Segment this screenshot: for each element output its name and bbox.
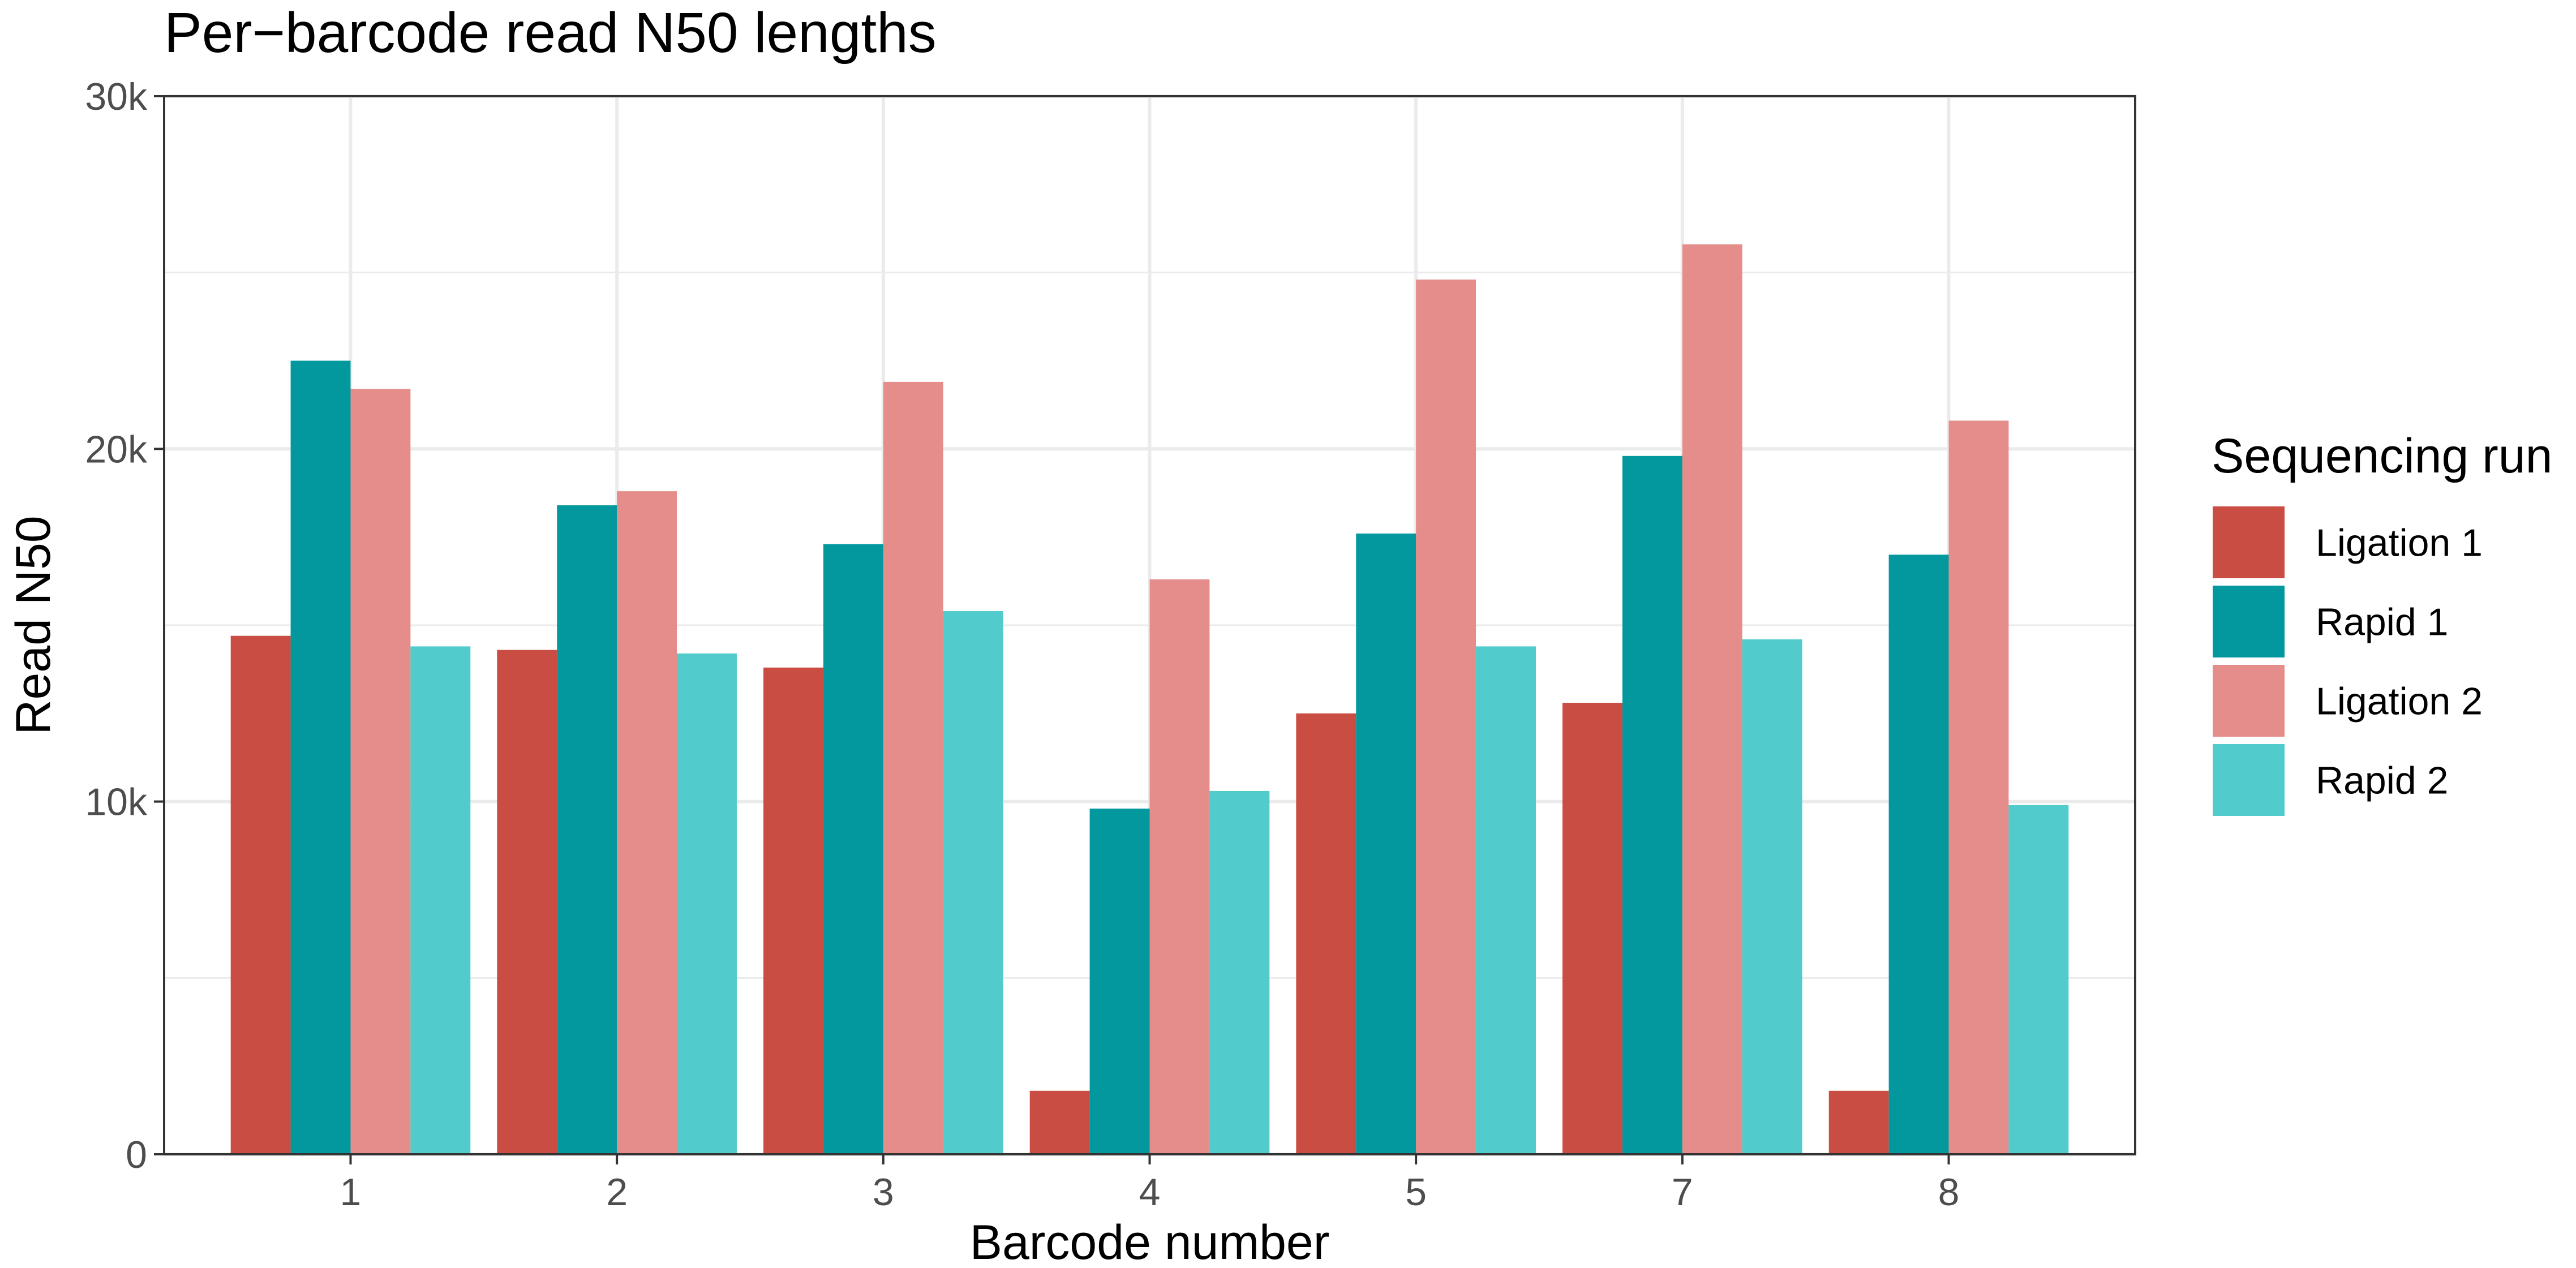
bar-rapid-1-barcode-2 <box>557 505 617 1154</box>
legend-label-rapid-1: Rapid 1 <box>2316 601 2448 644</box>
legend-title: Sequencing run <box>2212 429 2552 483</box>
bar-ligation-1-barcode-4 <box>1029 1090 1090 1154</box>
bar-rapid-1-barcode-7 <box>1622 455 1682 1154</box>
y-tick-label: 0 <box>126 1133 147 1176</box>
legend-key-ligation-2 <box>2213 665 2285 737</box>
bar-ligation-1-barcode-3 <box>763 667 823 1154</box>
legend-label-rapid-2: Rapid 2 <box>2316 759 2448 802</box>
bar-rapid-1-barcode-1 <box>290 360 351 1154</box>
bar-ligation-2-barcode-5 <box>1416 280 1476 1155</box>
y-axis-title: Read N50 <box>6 515 61 734</box>
axes: 0 10k 20k 30k 1 2 3 4 5 7 8 <box>85 75 1959 1214</box>
x-tick-label: 7 <box>1672 1171 1693 1214</box>
y-tick-label: 20k <box>85 428 148 471</box>
bar-rapid-2-barcode-3 <box>943 611 1003 1154</box>
chart-title: Per−barcode read N50 lengths <box>164 1 937 65</box>
bar-ligation-2-barcode-2 <box>617 491 677 1155</box>
bar-rapid-1-barcode-3 <box>823 544 883 1155</box>
x-tick-label: 1 <box>340 1171 362 1214</box>
legend-label-ligation-1: Ligation 1 <box>2316 522 2483 565</box>
bar-rapid-1-barcode-8 <box>1888 555 1949 1155</box>
x-tick-label: 8 <box>1938 1171 1960 1214</box>
bar-ligation-1-barcode-2 <box>497 650 557 1154</box>
bar-rapid-2-barcode-4 <box>1209 790 1270 1154</box>
x-tick-label: 3 <box>873 1171 894 1214</box>
legend-key-rapid-2 <box>2213 744 2285 816</box>
bar-rapid-2-barcode-7 <box>1742 639 1802 1154</box>
bar-rapid-2-barcode-8 <box>2008 805 2069 1154</box>
legend-key-rapid-1 <box>2213 586 2285 657</box>
x-tick-label: 4 <box>1139 1171 1161 1214</box>
legend-label-ligation-2: Ligation 2 <box>2316 680 2483 723</box>
x-axis-title: Barcode number <box>970 1215 1330 1268</box>
bar-rapid-2-barcode-5 <box>1476 646 1536 1154</box>
bar-rapid-1-barcode-5 <box>1356 533 1416 1154</box>
y-tick-label: 30k <box>85 75 148 118</box>
bar-ligation-2-barcode-3 <box>883 381 943 1154</box>
bar-ligation-2-barcode-1 <box>350 389 411 1154</box>
bar-rapid-2-barcode-1 <box>410 646 471 1154</box>
legend-key-ligation-1 <box>2213 506 2285 578</box>
x-tick-label: 5 <box>1405 1171 1427 1214</box>
bar-ligation-1-barcode-7 <box>1562 703 1622 1154</box>
bar-ligation-1-barcode-1 <box>230 635 291 1154</box>
legend: Sequencing run Ligation 1 Rapid 1 Ligation… <box>2212 429 2552 816</box>
y-tick-label: 10k <box>85 781 148 824</box>
x-tick-label: 2 <box>606 1171 628 1214</box>
bar-rapid-1-barcode-4 <box>1089 809 1150 1154</box>
bar-ligation-1-barcode-5 <box>1296 713 1356 1154</box>
bar-ligation-2-barcode-8 <box>1948 420 2009 1154</box>
bars <box>230 244 2069 1155</box>
bar-rapid-2-barcode-2 <box>677 653 737 1154</box>
bar-ligation-2-barcode-4 <box>1149 579 1210 1154</box>
bar-ligation-2-barcode-7 <box>1682 244 1742 1154</box>
bar-ligation-1-barcode-8 <box>1828 1090 1889 1154</box>
